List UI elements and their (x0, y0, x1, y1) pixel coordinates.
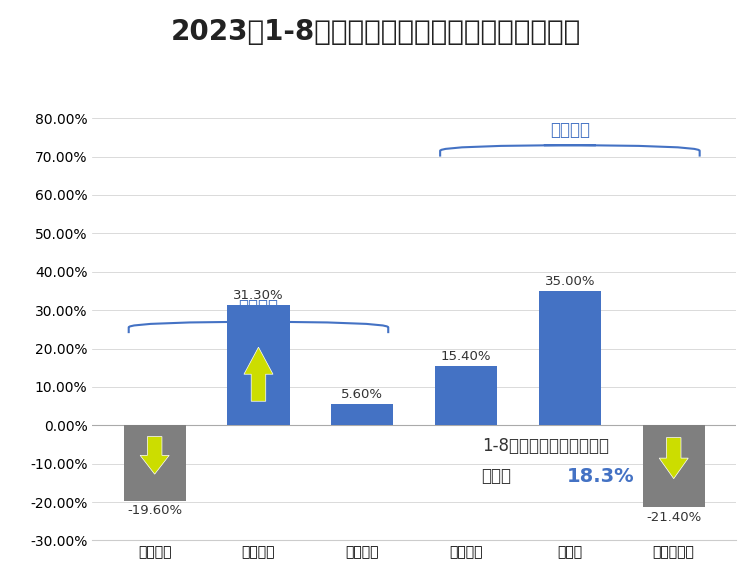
Bar (228, 305, 290, 425)
Bar (331, 404, 394, 425)
Bar (435, 366, 497, 425)
Text: 31.30%: 31.30% (233, 289, 284, 302)
Bar (538, 291, 601, 425)
Text: 18.3%: 18.3% (567, 468, 635, 486)
Text: -21.40%: -21.40% (646, 511, 701, 524)
Text: 5.60%: 5.60% (341, 388, 383, 401)
Polygon shape (659, 438, 688, 479)
Text: 1-8月全市固定资产投资同: 1-8月全市固定资产投资同 (481, 437, 608, 455)
Text: 35.00%: 35.00% (544, 275, 595, 288)
Text: 15.40%: 15.40% (441, 350, 491, 363)
Polygon shape (244, 347, 273, 401)
Text: 按产业分: 按产业分 (239, 298, 279, 316)
Text: 比增长: 比增长 (481, 468, 511, 485)
Bar (643, 425, 705, 507)
Text: 按领域分: 按领域分 (550, 121, 590, 139)
Polygon shape (140, 437, 169, 474)
Text: 2023年1-8月酒泉市固定资产投资同比增长情况: 2023年1-8月酒泉市固定资产投资同比增长情况 (170, 18, 581, 46)
Bar (123, 425, 185, 500)
Text: -19.60%: -19.60% (127, 505, 182, 517)
